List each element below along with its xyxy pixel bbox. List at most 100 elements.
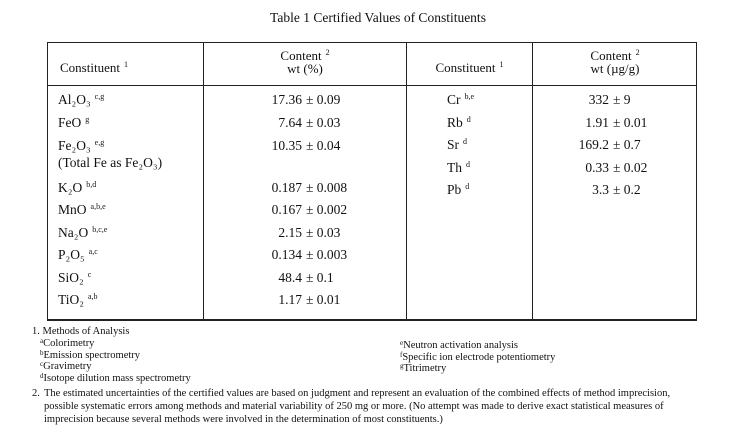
table-row: SiO₂ c 48.4 ± 0.1 [48, 269, 406, 287]
content-value: 48.4 [278, 270, 302, 285]
constituent-name: Al₂O₃ c,g [58, 91, 104, 109]
method-refs: b,d [86, 180, 97, 189]
content-uncertainty: ± 0.04 [306, 138, 341, 153]
content-value: 10.35 [271, 138, 302, 153]
table-row: TiO₂ a,b 1.17 ± 0.01 [48, 291, 406, 309]
element: Cr [447, 92, 461, 107]
method-label: Neutron activation analysis [403, 340, 518, 351]
content-uncertainty: ± 0.1 [306, 270, 334, 285]
table-row: Rb d 1.91 ± 0.01 [407, 114, 697, 132]
content-value: 332 [588, 92, 609, 107]
footnote-ref: 1 [123, 60, 128, 69]
constituent-name: Pb d [447, 181, 469, 199]
content-value: 17.36 [271, 92, 302, 107]
table-row: K₂O b,d 0.187 ± 0.008 [48, 179, 406, 197]
method-item: bEmission spectrometry [40, 348, 141, 362]
method-item: cGravimetry [40, 360, 92, 373]
constituent-name: Cr b,e [447, 91, 474, 109]
content-value: 3.3 [592, 182, 609, 197]
content-uncertainty: ± 0.01 [306, 292, 341, 307]
method-refs: a,b [87, 292, 98, 301]
constituent-name: K₂O b,d [58, 179, 96, 197]
formula: Fe₂O₃ [58, 138, 91, 153]
column-divider [406, 43, 407, 319]
table-row: Pb d 3.3 ± 0.2 [407, 181, 697, 199]
element: Sr [447, 137, 460, 152]
certified-values-table: Constituent 1 Content 2 wt (%) Constituent 1… [47, 42, 697, 321]
content-value: 0.167 [271, 202, 302, 217]
constituent-name: Fe₂O₃ e,g [58, 137, 104, 155]
table-row: Na₂O b,c,e 2.15 ± 0.03 [48, 224, 406, 242]
constituent-name: Na₂O b,c,e [58, 224, 107, 242]
header-content-right: Content 2 wt (µg/g) [533, 48, 697, 75]
method-refs: b,c,e [92, 225, 108, 234]
method-label: Isotope dilution mass spectrometry [43, 372, 191, 384]
table-row: Al₂O₃ c,g 17.36 ± 0.09 [48, 91, 406, 109]
method-key: f [400, 350, 403, 359]
method-refs: b,e [464, 92, 475, 101]
formula: Na₂O [58, 225, 89, 240]
method-key: c [40, 360, 44, 368]
method-refs: a,b,e [90, 202, 106, 211]
footnote-2-number: 2. [32, 388, 40, 399]
content-value: 0.33 [585, 159, 609, 175]
method-refs: a,c [88, 247, 98, 256]
header-text: Content [590, 48, 632, 63]
content-value: 7.64 [278, 115, 302, 130]
constituent-name: SiO₂ c [58, 269, 91, 287]
column-divider [203, 43, 204, 319]
content-uncertainty: ± 0.02 [613, 159, 648, 175]
content-uncertainty: ± 0.03 [306, 225, 341, 240]
header-divider [48, 85, 696, 86]
header-content-left: Content 2 wt (%) [204, 48, 406, 76]
footnote-ref: 2 [635, 48, 640, 57]
content-uncertainty: ± 9 [613, 92, 631, 107]
method-refs: d [465, 182, 470, 191]
method-key: g [400, 362, 404, 370]
content-value: 0.187 [271, 180, 302, 195]
content-uncertainty: ± 0.2 [613, 182, 641, 197]
method-item: fSpecific ion electrode potentiometry [400, 350, 556, 364]
element: Pb [447, 182, 462, 197]
formula: Al₂O₃ [58, 92, 91, 107]
content-value: 1.91 [585, 114, 609, 130]
method-refs: c [87, 270, 92, 279]
formula: K₂O [58, 180, 83, 195]
constituent-name: TiO₂ a,b [58, 291, 98, 309]
constituent-name: Sr d [447, 136, 467, 154]
element: Rb [447, 114, 463, 130]
formula: TiO₂ [58, 292, 84, 307]
header-text: Content [280, 48, 322, 63]
constituent-name: P₂O₅ a,c [58, 246, 98, 264]
constituent-name: Rb d [447, 114, 471, 132]
formula: MnO [58, 202, 87, 217]
content-value: 1.17 [278, 292, 302, 307]
table-title: Table 1 Certified Values of Constituents [270, 10, 486, 25]
method-label: Gravimetry [43, 361, 92, 372]
method-label: Emission spectrometry [43, 349, 141, 361]
header-unit: wt (%) [287, 61, 323, 76]
content-uncertainty: ± 0.008 [306, 180, 348, 195]
content-uncertainty: ± 0.002 [306, 202, 348, 217]
content-uncertainty: ± 0.09 [306, 92, 341, 107]
column-divider [532, 43, 533, 319]
header-constituent-right: Constituent 1 [407, 60, 532, 74]
footnote-2-line: imprecision because several methods were… [44, 414, 443, 425]
footnote-1-title: 1. Methods of Analysis [32, 326, 130, 337]
constituent-name: FeO g [58, 114, 89, 132]
content-value: 2.15 [278, 225, 302, 240]
method-key: d [40, 371, 44, 380]
table-row: Fe₂O₃ e,g 10.35 ± 0.04 (Total Fe as Fe₂O₃) [48, 137, 406, 170]
method-key: b [40, 348, 44, 357]
method-refs: c,g [94, 92, 105, 101]
footnote-2-line: possible systematic errors among methods… [44, 401, 664, 412]
formula: P₂O₅ [58, 247, 85, 262]
content-uncertainty: ± 0.03 [306, 115, 341, 130]
table-row: Sr d 169.2 ± 0.7 [407, 136, 697, 154]
table-row: P₂O₅ a,c 0.134 ± 0.003 [48, 246, 406, 264]
element: Th [447, 159, 462, 175]
method-refs: e,g [94, 138, 105, 147]
method-label: Specific ion electrode potentiometry [402, 351, 556, 363]
method-label: Colorimetry [43, 338, 95, 349]
table-row: MnO a,b,e 0.167 ± 0.002 [48, 201, 406, 219]
